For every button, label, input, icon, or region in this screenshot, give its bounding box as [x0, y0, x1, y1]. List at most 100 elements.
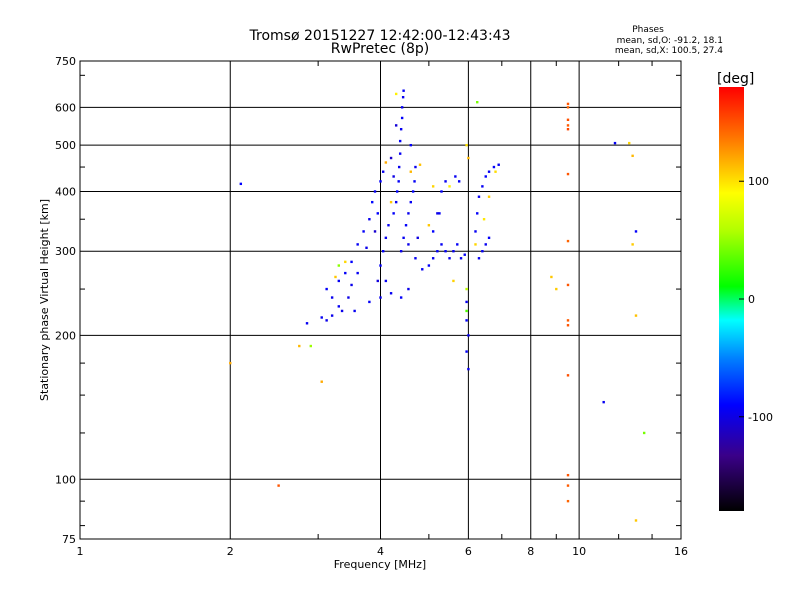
data-point [477, 195, 481, 198]
data-points [229, 89, 646, 522]
data-point [438, 212, 441, 215]
y-tick-label: 750 [55, 55, 76, 68]
data-point [407, 212, 410, 215]
data-point [566, 319, 570, 322]
data-point [436, 212, 439, 215]
data-point [482, 218, 486, 221]
data-point [566, 127, 570, 131]
data-point [404, 224, 408, 227]
data-point [628, 141, 631, 145]
data-point [431, 257, 435, 260]
x-tick-label: 1 [77, 545, 84, 558]
data-point [344, 271, 347, 275]
data-point [411, 190, 415, 193]
data-point [409, 170, 412, 173]
data-point [459, 257, 463, 260]
colorbar-label: [deg] [717, 71, 754, 87]
data-point [337, 305, 341, 308]
data-point [465, 287, 468, 291]
data-point [550, 275, 553, 279]
data-point [397, 165, 401, 169]
data-point [373, 190, 377, 193]
data-point [465, 309, 468, 313]
data-point [389, 200, 393, 204]
data-point [481, 250, 484, 253]
data-point [392, 175, 395, 178]
colorbar-tick-label: 0 [748, 293, 755, 306]
data-point [444, 180, 447, 183]
x-tick-label: 10 [572, 545, 586, 558]
colorbar-tick-label: 100 [748, 175, 769, 188]
data-point [481, 185, 484, 188]
data-point [298, 344, 301, 348]
data-point [566, 473, 570, 477]
data-point [394, 200, 398, 204]
data-point [631, 243, 634, 246]
stats-x-line: mean, sd,X: 100.5, 27.4 [615, 46, 723, 56]
data-point [373, 230, 377, 233]
colorbar-tick-label: -100 [748, 411, 773, 424]
data-point [477, 257, 481, 260]
data-point [431, 230, 435, 233]
data-point [634, 314, 638, 317]
data-point [448, 185, 451, 188]
data-point [381, 250, 385, 253]
data-point [566, 118, 570, 122]
y-tick-label: 300 [55, 245, 76, 258]
data-point [407, 287, 410, 291]
data-point [444, 250, 447, 253]
data-point [602, 400, 605, 404]
data-point [484, 243, 487, 246]
data-point [566, 374, 570, 377]
data-point [421, 268, 424, 271]
x-tick-label: 2 [227, 545, 234, 558]
data-point [631, 154, 634, 158]
data-point [389, 292, 393, 295]
x-axis-label: Frequency [MHz] [334, 558, 426, 571]
data-point [330, 314, 334, 317]
plot-frame [79, 60, 682, 540]
data-point [320, 380, 323, 383]
data-point [368, 300, 371, 304]
data-point [413, 180, 416, 183]
data-point [463, 253, 466, 256]
data-point [416, 236, 419, 240]
data-point [330, 296, 334, 299]
data-point [467, 334, 470, 337]
colorbar-ticks: -100 0 100 [739, 175, 773, 424]
data-point [320, 316, 323, 319]
y-tick-label: 100 [55, 473, 76, 486]
data-point [467, 156, 470, 160]
data-point [409, 200, 412, 204]
data-point [399, 250, 403, 253]
data-point [334, 275, 337, 279]
data-point [454, 175, 457, 178]
data-point [399, 127, 403, 131]
data-point [337, 264, 341, 267]
data-point [379, 264, 382, 267]
data-point [566, 484, 570, 487]
data-point [398, 139, 402, 143]
data-point [371, 200, 374, 204]
data-point [613, 141, 617, 145]
data-point [456, 243, 459, 246]
data-point [401, 95, 405, 99]
data-point [427, 264, 431, 267]
data-point [474, 230, 477, 233]
data-point [465, 143, 468, 147]
data-point [399, 296, 403, 299]
data-point [427, 224, 431, 227]
data-point [448, 257, 451, 260]
data-point [381, 170, 385, 173]
data-point [309, 344, 312, 348]
stats-heading: Phases [632, 25, 664, 35]
data-point [392, 212, 395, 215]
data-point [353, 309, 356, 313]
data-point [395, 190, 399, 193]
data-point [566, 102, 570, 106]
data-point [452, 250, 455, 253]
data-point [384, 161, 388, 164]
data-point [362, 230, 365, 233]
data-point [555, 287, 558, 291]
